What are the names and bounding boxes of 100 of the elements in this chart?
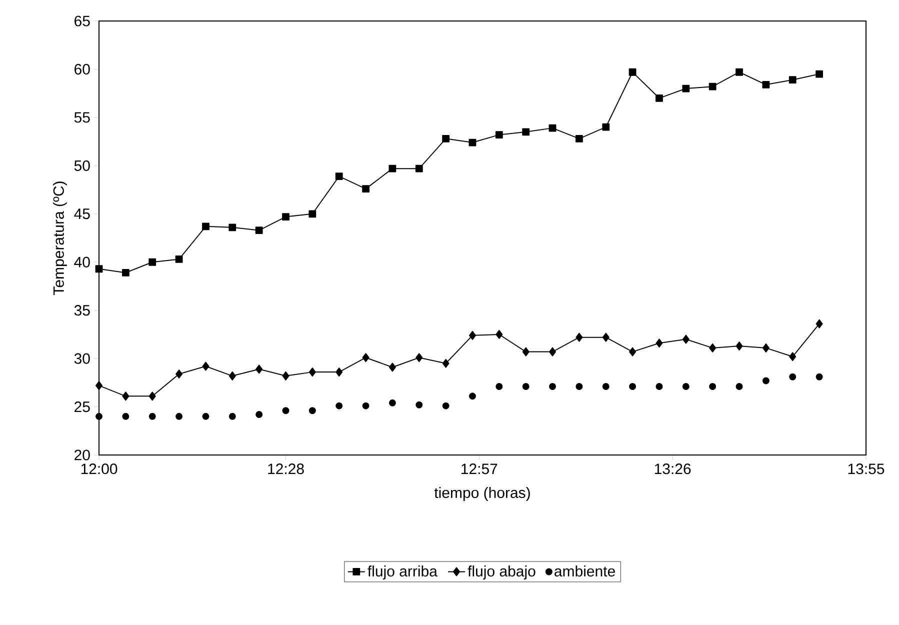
point — [415, 164, 423, 172]
point — [709, 343, 716, 352]
point — [762, 377, 770, 384]
y-tick-label: 55 — [74, 112, 90, 123]
point — [816, 319, 823, 328]
point — [362, 185, 370, 193]
point — [629, 347, 636, 356]
point — [496, 383, 503, 390]
point — [335, 172, 343, 180]
x-tick-label: 13:55 — [848, 464, 884, 474]
point — [122, 412, 130, 420]
point — [682, 334, 690, 344]
point — [228, 371, 236, 380]
point — [522, 128, 530, 136]
legend-label: flujo abajo — [468, 566, 536, 580]
point — [228, 224, 236, 232]
point — [256, 410, 263, 418]
y-tick-label: 50 — [74, 160, 90, 171]
point — [576, 332, 583, 342]
point — [602, 123, 610, 131]
point — [522, 347, 530, 356]
point — [416, 401, 423, 408]
point — [148, 392, 156, 401]
point — [336, 368, 343, 377]
x-tick-label: 12:57 — [462, 464, 498, 474]
point — [442, 402, 450, 410]
y-tick-label: 35 — [74, 305, 90, 316]
point — [736, 383, 743, 390]
y-tick-label: 60 — [74, 64, 90, 75]
point — [468, 392, 476, 400]
point — [95, 265, 103, 273]
point — [416, 353, 423, 362]
point — [256, 364, 263, 374]
y-tick-label: 25 — [74, 401, 90, 412]
y-axis-title: Temperatura (ºC) — [52, 182, 67, 296]
point — [549, 347, 556, 356]
point — [96, 381, 102, 390]
point — [148, 258, 156, 266]
x-axis-title: tiempo (horas) — [434, 487, 530, 501]
x-tick-label: 12:00 — [81, 464, 118, 474]
point — [682, 84, 690, 92]
point — [656, 94, 663, 102]
point — [468, 330, 476, 340]
point — [789, 373, 796, 380]
point — [96, 412, 102, 420]
point — [762, 80, 770, 88]
point — [495, 131, 503, 139]
point — [576, 134, 583, 142]
point — [388, 362, 396, 372]
point — [656, 383, 663, 390]
point — [576, 383, 583, 390]
legend-label: flujo arriba — [368, 566, 438, 580]
y-tick-label: 65 — [74, 16, 90, 26]
x-tick-label: 12:28 — [268, 464, 304, 474]
point — [308, 407, 316, 414]
point — [736, 342, 743, 351]
point — [709, 383, 716, 390]
point — [255, 226, 263, 234]
point — [788, 76, 796, 84]
point — [708, 82, 716, 90]
point — [628, 68, 636, 76]
point — [202, 412, 210, 420]
point — [282, 213, 290, 220]
point — [548, 124, 556, 132]
point — [175, 256, 183, 263]
point — [308, 210, 316, 218]
y-tick-label: 45 — [74, 208, 90, 220]
y-tick-label: 40 — [74, 256, 90, 268]
x-tick-label: 13:26 — [654, 464, 691, 474]
point — [762, 343, 770, 352]
point — [602, 332, 610, 342]
point — [629, 383, 636, 390]
point — [736, 68, 743, 76]
point — [362, 353, 370, 362]
point — [282, 407, 290, 414]
point — [442, 134, 450, 142]
point — [682, 383, 690, 390]
point — [148, 412, 156, 420]
point — [308, 368, 316, 377]
point — [816, 70, 824, 78]
y-tick-label: 30 — [74, 353, 90, 364]
point — [202, 222, 210, 230]
point — [176, 412, 183, 420]
point — [549, 383, 556, 390]
point — [388, 164, 396, 172]
point — [228, 412, 236, 420]
point — [122, 392, 130, 401]
point — [522, 383, 530, 390]
point — [496, 330, 503, 339]
point — [816, 373, 823, 380]
point — [122, 269, 130, 276]
point — [789, 352, 796, 362]
point — [468, 138, 476, 146]
point — [176, 369, 183, 378]
point — [202, 362, 210, 371]
point — [602, 383, 610, 390]
legend-label: ambiente — [554, 566, 615, 577]
point — [282, 371, 290, 380]
y-tick-label: 20 — [74, 450, 90, 460]
point — [362, 402, 370, 410]
